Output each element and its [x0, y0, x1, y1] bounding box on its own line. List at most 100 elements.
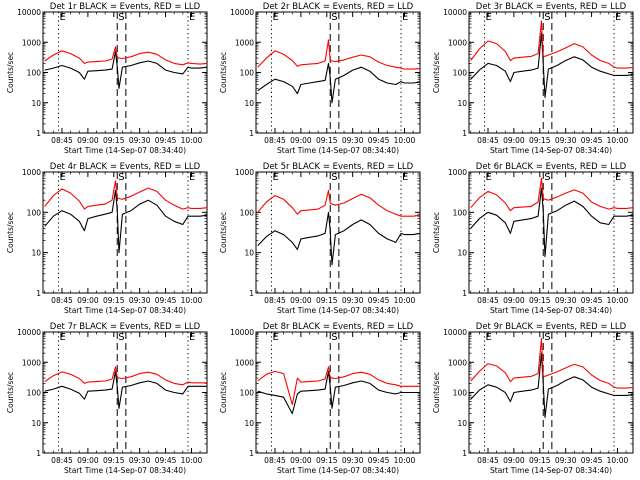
x-tick-label: 09:15 — [103, 456, 125, 465]
marker-label: E — [60, 332, 66, 343]
x-tick-label: 10:00 — [394, 136, 416, 145]
marker-label: S — [331, 12, 337, 23]
marker-label: S — [544, 332, 550, 343]
marker-label: E — [273, 332, 279, 343]
x-tick-label: 08:45 — [264, 136, 286, 145]
marker-label: E — [273, 12, 279, 23]
y-tick-label: 10 — [31, 99, 41, 108]
chart-title: Det 9r BLACK = Events, RED = LLD — [476, 322, 627, 332]
y-tick-label: 100 — [27, 389, 42, 398]
y-axis-label: Counts/sec — [219, 372, 228, 413]
y-axis-label: Counts/sec — [432, 52, 441, 93]
marker-label: E — [189, 172, 195, 183]
x-axis-label: Start Time (14-Sep-07 08:34:40) — [490, 466, 612, 475]
marker-label: E — [615, 12, 621, 23]
y-tick-label: 10000 — [230, 8, 254, 17]
y-tick-label: 10 — [31, 249, 41, 258]
x-tick-label: 09:30 — [129, 296, 151, 305]
chart-svg: Det 4r BLACK = Events, RED = LLD 1 10 100 10… — [6, 162, 208, 315]
x-tick-label: 09:00 — [290, 296, 312, 305]
x-tick-label: 09:15 — [529, 136, 551, 145]
y-tick-label: 1 — [249, 129, 254, 138]
y-tick-label: 100 — [453, 69, 468, 78]
chart-svg: Det 8r BLACK = Events, RED = LLD 1 10 100 10… — [219, 322, 421, 475]
marker-label: E — [60, 12, 66, 23]
y-tick-label: 10000 — [443, 8, 467, 17]
marker-label: E — [60, 172, 66, 183]
y-tick-label: 10000 — [443, 328, 467, 337]
y-tick-label: 10000 — [17, 328, 41, 337]
x-tick-label: 10:00 — [181, 296, 203, 305]
series-line-events — [470, 352, 634, 418]
x-tick-label: 09:45 — [155, 136, 177, 145]
chart-svg: Det 3r BLACK = Events, RED = LLD 1 10 100 10… — [432, 2, 634, 155]
x-axis-label: Start Time (14-Sep-07 08:34:40) — [64, 146, 186, 155]
x-tick-label: 10:00 — [607, 136, 629, 145]
y-axis-label: Counts/sec — [432, 212, 441, 253]
detector-panel-5: Det 5r BLACK = Events, RED = LLD 1 10 100 10… — [213, 160, 426, 320]
x-tick-label: 09:45 — [368, 456, 390, 465]
x-tick-label: 09:45 — [155, 296, 177, 305]
x-tick-label: 08:45 — [51, 296, 73, 305]
marker-label: E — [402, 172, 408, 183]
y-tick-label: 1000 — [448, 38, 467, 47]
chart-svg: Det 5r BLACK = Events, RED = LLD 1 10 100 10… — [219, 162, 421, 315]
y-axis-label: Counts/sec — [6, 52, 15, 93]
chart-svg: Det 9r BLACK = Events, RED = LLD 1 10 100 10… — [432, 322, 634, 475]
x-tick-label: 08:45 — [51, 456, 73, 465]
y-axis-label: Counts/sec — [6, 212, 15, 253]
y-tick-label: 10 — [244, 99, 254, 108]
x-tick-label: 09:45 — [581, 456, 603, 465]
chart-title: Det 4r BLACK = Events, RED = LLD — [50, 162, 201, 172]
y-axis-label: Counts/sec — [219, 52, 228, 93]
y-tick-label: 1000 — [22, 168, 41, 177]
series-line-lld — [470, 177, 634, 212]
series-line-lld — [257, 366, 420, 406]
series-line-lld — [470, 20, 634, 69]
x-axis-label: Start Time (14-Sep-07 08:34:40) — [64, 306, 186, 315]
x-tick-label: 10:00 — [394, 456, 416, 465]
x-tick-label: 09:00 — [503, 296, 525, 305]
y-tick-label: 100 — [240, 69, 255, 78]
y-tick-label: 10 — [457, 419, 467, 428]
plot-frame — [468, 11, 634, 134]
detector-panel-4: Det 4r BLACK = Events, RED = LLD 1 10 100 10… — [0, 160, 213, 320]
marker-label: E — [486, 172, 492, 183]
chart-title: Det 8r BLACK = Events, RED = LLD — [263, 322, 414, 332]
x-tick-label: 09:45 — [368, 296, 390, 305]
x-tick-label: 09:15 — [103, 136, 125, 145]
marker-label: E — [402, 12, 408, 23]
x-tick-label: 09:00 — [503, 456, 525, 465]
chart-svg: Det 6r BLACK = Events, RED = LLD 1 10 100 10… — [432, 162, 634, 315]
x-tick-label: 09:30 — [129, 136, 151, 145]
marker-label: S — [544, 172, 550, 183]
y-tick-label: 10 — [31, 419, 41, 428]
plot-frame — [42, 171, 208, 294]
detector-panel-2: Det 2r BLACK = Events, RED = LLD 1 10 100 10… — [213, 0, 426, 160]
y-tick-label: 1000 — [235, 358, 254, 367]
detector-panel-6: Det 6r BLACK = Events, RED = LLD 1 10 100 10… — [426, 160, 639, 320]
x-tick-label: 10:00 — [181, 456, 203, 465]
x-tick-label: 08:45 — [477, 296, 499, 305]
x-tick-label: 08:45 — [264, 296, 286, 305]
y-tick-label: 10 — [457, 249, 467, 258]
chart-title: Det 5r BLACK = Events, RED = LLD — [263, 162, 414, 172]
x-tick-label: 09:00 — [77, 296, 99, 305]
detector-panel-8: Det 8r BLACK = Events, RED = LLD 1 10 100 10… — [213, 320, 426, 480]
detector-panel-9: Det 9r BLACK = Events, RED = LLD 1 10 100 10… — [426, 320, 639, 480]
chart-title: Det 6r BLACK = Events, RED = LLD — [476, 162, 627, 172]
chart-title: Det 2r BLACK = Events, RED = LLD — [263, 2, 414, 12]
plot-frame — [468, 331, 634, 454]
x-tick-label: 09:00 — [77, 136, 99, 145]
marker-label: E — [486, 332, 492, 343]
detector-panel-1: Det 1r BLACK = Events, RED = LLD 1 10 100 10… — [0, 0, 213, 160]
marker-label: E — [486, 12, 492, 23]
x-axis-label: Start Time (14-Sep-07 08:34:40) — [277, 146, 399, 155]
marker-label: E — [615, 332, 621, 343]
y-tick-label: 100 — [27, 208, 42, 217]
x-tick-label: 09:15 — [316, 296, 338, 305]
x-tick-label: 10:00 — [607, 296, 629, 305]
y-tick-label: 10000 — [17, 8, 41, 17]
x-axis-label: Start Time (14-Sep-07 08:34:40) — [490, 306, 612, 315]
